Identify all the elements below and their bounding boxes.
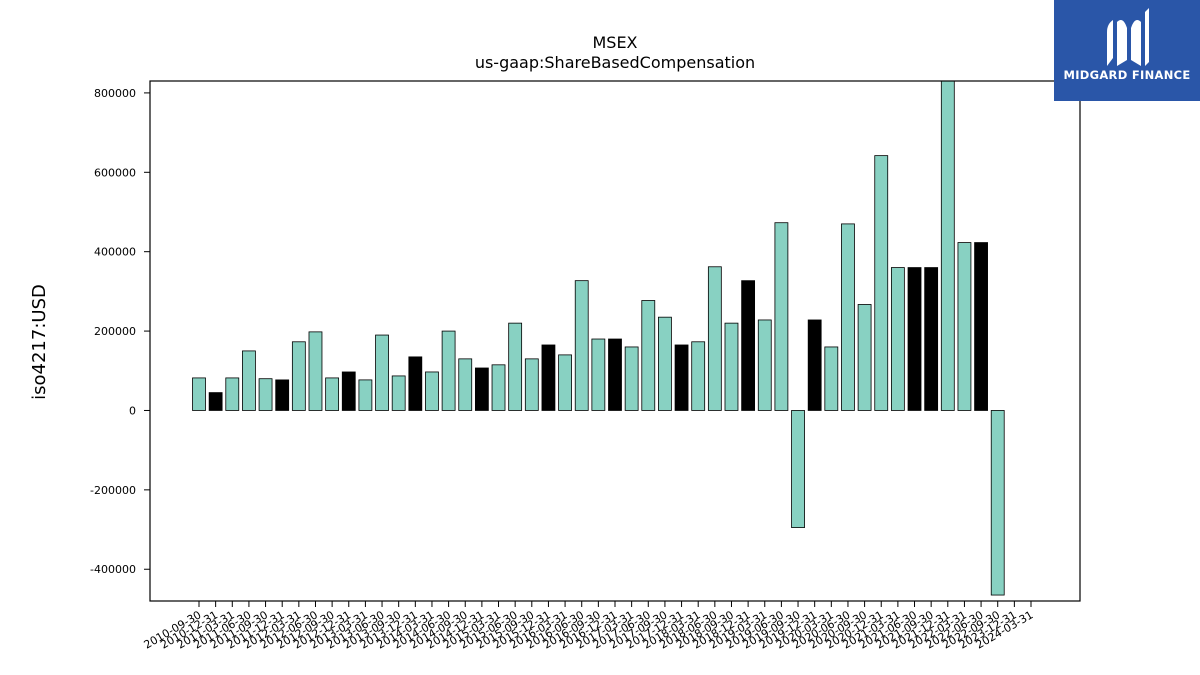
bar bbox=[508, 322, 523, 411]
bar bbox=[408, 356, 423, 411]
bar bbox=[325, 377, 340, 411]
bar bbox=[275, 379, 290, 411]
bar bbox=[391, 375, 406, 411]
bar bbox=[225, 377, 240, 411]
bar bbox=[774, 222, 789, 411]
bar bbox=[724, 322, 739, 411]
bar bbox=[491, 364, 506, 411]
y-axis-label: iso4217:USD bbox=[29, 284, 50, 400]
bar bbox=[940, 80, 955, 411]
bar bbox=[258, 378, 273, 411]
y-tick-label: 600000 bbox=[94, 166, 136, 179]
bar bbox=[308, 331, 323, 411]
bar bbox=[691, 341, 706, 411]
y-tick-label: 400000 bbox=[94, 246, 136, 259]
bar bbox=[957, 242, 972, 411]
bar bbox=[524, 358, 539, 411]
bar bbox=[558, 354, 572, 411]
plot-frame bbox=[149, 80, 1081, 602]
bar bbox=[541, 344, 556, 411]
bar bbox=[641, 300, 656, 411]
y-tick-label: -400000 bbox=[90, 563, 136, 576]
bar bbox=[574, 280, 589, 411]
bar bbox=[757, 319, 772, 411]
bar bbox=[974, 242, 988, 411]
bar bbox=[341, 371, 356, 411]
bar bbox=[608, 338, 622, 411]
y-tick-label: 0 bbox=[129, 404, 136, 417]
bar bbox=[242, 350, 256, 411]
bar bbox=[591, 338, 606, 411]
bar bbox=[890, 267, 905, 411]
bar bbox=[824, 346, 839, 411]
bar bbox=[990, 410, 1005, 596]
bar bbox=[907, 267, 922, 411]
bar bbox=[741, 280, 756, 411]
bar bbox=[358, 379, 373, 411]
bars-group bbox=[192, 80, 1005, 596]
bar bbox=[791, 410, 805, 528]
bar bbox=[291, 341, 306, 411]
bar bbox=[458, 358, 473, 411]
bar bbox=[425, 371, 439, 411]
logo-mark-icon bbox=[1107, 8, 1149, 66]
bar bbox=[375, 334, 389, 411]
bar bbox=[857, 304, 872, 411]
bar bbox=[474, 367, 489, 411]
bar bbox=[658, 316, 672, 411]
chart-title: MSEX bbox=[592, 33, 637, 52]
x-ticks-group: 2010-09-302010-12-312011-03-312011-06-30… bbox=[142, 601, 1036, 652]
bar bbox=[807, 319, 822, 411]
y-tick-label: -200000 bbox=[90, 484, 136, 497]
logo-text: MIDGARD FINANCE bbox=[1063, 68, 1191, 82]
y-ticks-group: -400000 -200000 0 200000 400000 600000 800000 bbox=[90, 87, 150, 576]
bar bbox=[624, 346, 639, 411]
bar bbox=[874, 155, 889, 411]
y-tick-label: 800000 bbox=[94, 87, 136, 100]
bar bbox=[924, 267, 939, 411]
bar bbox=[192, 377, 206, 411]
bar bbox=[707, 266, 722, 411]
bar bbox=[208, 392, 223, 411]
bar bbox=[441, 330, 456, 411]
bar bbox=[674, 344, 689, 411]
brand-logo: MIDGARD FINANCE bbox=[1054, 0, 1200, 101]
y-tick-label: 200000 bbox=[94, 325, 136, 338]
chart-subtitle: us-gaap:ShareBasedCompensation bbox=[475, 53, 755, 72]
bar bbox=[841, 223, 855, 411]
